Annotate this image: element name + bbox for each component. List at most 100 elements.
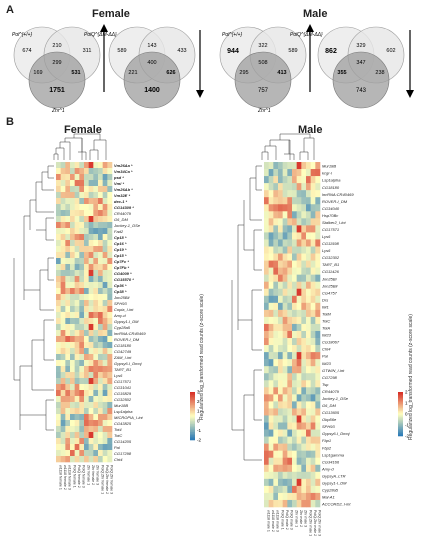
heatmap-cell (264, 176, 269, 184)
gene-label: Cp19 * (114, 247, 127, 252)
heatmap-cell (107, 426, 113, 433)
heatmap-cell (268, 387, 274, 395)
gene-label: CG7298 (322, 375, 338, 380)
heatmap-cell (79, 234, 85, 241)
gene-label: CG43825 (114, 421, 132, 426)
venn4-n-bottom: 743 (356, 88, 367, 94)
heatmap-cell (60, 366, 66, 373)
heatmap-cell (84, 444, 89, 451)
gene-label: CG14309 * (114, 205, 134, 210)
gene-label: TART_B1 (114, 367, 131, 372)
heatmap-cell (296, 274, 302, 282)
heatmap-cell (268, 485, 274, 494)
heatmap-cell (315, 499, 321, 508)
sample-label: PolQ male 3 (290, 510, 294, 530)
venn1-n-center: 299 (52, 60, 61, 66)
heatmap-cell (292, 246, 297, 254)
heatmap-cell (301, 450, 307, 459)
heatmap-cell (70, 192, 75, 199)
heatmap-cell (107, 288, 113, 295)
heatmap-cell (102, 282, 108, 289)
heatmap-cell (102, 456, 108, 463)
heatmap-cell (79, 384, 85, 391)
venn3-n-lr: 322 (258, 43, 267, 49)
heatmap-cell (278, 359, 283, 367)
heatmap-cell (74, 420, 80, 427)
heatmap-cell (273, 394, 279, 402)
heatmap-cell (98, 198, 103, 205)
heatmap-cell (296, 316, 302, 325)
down-arrow-icon (406, 90, 414, 98)
heatmap-cell (107, 330, 113, 337)
heatmap-cell (65, 390, 71, 397)
heatmap-cell (315, 457, 321, 466)
heatmap-cell (268, 239, 274, 247)
gene-label: Jockey-1_DSe (321, 396, 349, 401)
heatmap-cell (296, 281, 302, 290)
heatmap-cell (287, 302, 293, 311)
heatmap-cell (282, 387, 288, 395)
gene-label: Pal (114, 445, 120, 450)
heatmap-cell (79, 372, 85, 379)
heatmap-cell (74, 402, 80, 409)
heatmap-cell (296, 415, 302, 423)
heatmap-cell (88, 414, 94, 421)
heatmap-cell (79, 438, 85, 445)
heatmap-cell (287, 471, 293, 480)
heatmap-cell (296, 485, 302, 494)
heatmap-cell (310, 352, 316, 360)
gene-label: CG4009 * (114, 271, 132, 276)
heatmap-cell (310, 492, 316, 501)
heatmap-cell (84, 174, 89, 181)
gene-label: Cht4 (322, 347, 331, 352)
heatmap-cell (102, 270, 108, 277)
heatmap-cell (84, 366, 89, 373)
heatmap-cell (264, 183, 269, 191)
heatmap-cell (102, 300, 108, 307)
heatmap-cell (268, 204, 274, 212)
heatmap-cell (268, 436, 274, 444)
heatmap-cell (98, 210, 103, 217)
heatmap-cell (264, 204, 269, 212)
heatmap-cell (56, 426, 61, 433)
heatmap-cell (74, 444, 80, 451)
panel-a-letter: A (6, 4, 14, 16)
heatmap-cell (273, 309, 279, 318)
heatmap-cell (315, 323, 321, 332)
heatmap-cell (65, 192, 71, 199)
heatmap-cell (88, 384, 94, 391)
heatmap-cell (98, 168, 103, 175)
heatmap-cell (102, 222, 108, 229)
heatmap-cell (74, 390, 80, 397)
heatmap-cell (98, 420, 103, 427)
heatmap-cell (306, 316, 311, 325)
heatmap-cell (306, 478, 311, 487)
heatmap-cell (84, 210, 89, 217)
heatmap-cell (84, 282, 89, 289)
heatmap-cell (102, 408, 108, 415)
heatmap-cell (278, 176, 283, 184)
heatmap-cell (70, 258, 75, 265)
heatmap-cell (292, 485, 297, 494)
heatmap-cell (296, 218, 302, 226)
heatmap-cell (70, 288, 75, 295)
heatmap-cell (56, 288, 61, 295)
heatmap-cell (310, 323, 316, 332)
heatmap-cell (310, 359, 316, 367)
legend-swatch (190, 409, 195, 412)
heatmap-cell (60, 276, 66, 283)
venn-female-down: 589 143 433 400 221 626 1400 (108, 26, 204, 109)
legend-swatch (398, 418, 403, 421)
heatmap-cell (56, 246, 61, 253)
heatmap-cell (102, 234, 108, 241)
heatmap-cell (93, 222, 99, 229)
heatmap-cell (306, 246, 311, 254)
heatmap-cell (88, 408, 94, 415)
heatmap-cell (98, 432, 103, 439)
heatmap-cell (70, 402, 75, 409)
heatmap-cell (282, 218, 288, 226)
heatmap-cell (268, 183, 274, 191)
heatmap-cell (74, 354, 80, 361)
heatmap-cell (60, 234, 66, 241)
heatmap-cell (282, 197, 288, 205)
